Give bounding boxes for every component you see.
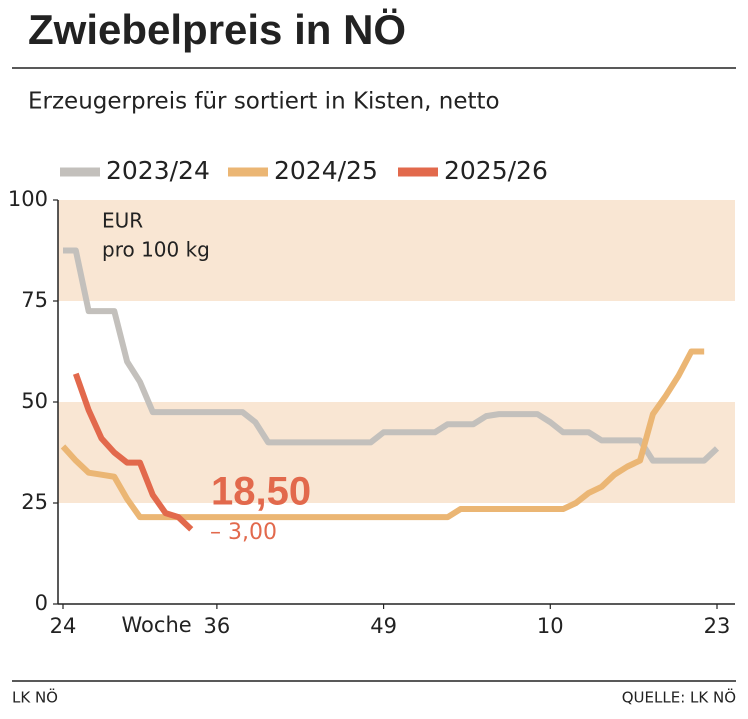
annotation-value: 18,50 bbox=[211, 470, 311, 514]
footer: LK NÖ bbox=[12, 688, 58, 707]
y-tick-label: 50 bbox=[21, 389, 48, 413]
chart-subtitle: Erzeugerpreis für sortiert in Kisten, ne… bbox=[28, 89, 500, 115]
legend-label: 2024/25 bbox=[274, 156, 378, 185]
y-tick-label: 100 bbox=[8, 187, 48, 211]
y-tick-label: 0 bbox=[35, 591, 48, 615]
legend-item: 2025/26 bbox=[398, 156, 548, 185]
x-tick-label: 10 bbox=[537, 614, 564, 638]
x-tick-label: 24 bbox=[50, 614, 77, 638]
series-line bbox=[72, 372, 194, 532]
legend-item: 2023/24 bbox=[60, 156, 210, 185]
chart-title: Zwiebelpreis in NÖ bbox=[28, 6, 406, 53]
plot: 0 25 50 75 100 EUR pro 100 kg 24 36 49 10 23 Woche 20… bbox=[8, 156, 735, 638]
x-tick-label: 49 bbox=[370, 614, 397, 638]
x-tick-label: 36 bbox=[204, 614, 231, 638]
band bbox=[58, 200, 735, 301]
y-unit: EUR bbox=[102, 209, 143, 233]
y-tick-label: 25 bbox=[21, 490, 48, 514]
source: QUELLE: LK NÖ bbox=[622, 688, 736, 707]
y-tick-label: 75 bbox=[21, 288, 48, 312]
legend-label: 2025/26 bbox=[444, 156, 548, 185]
x-axis-label: Woche bbox=[122, 613, 192, 637]
y-unit: pro 100 kg bbox=[102, 238, 210, 262]
x-tick-label: 23 bbox=[704, 614, 731, 638]
band bbox=[58, 402, 735, 503]
series-line bbox=[63, 247, 720, 464]
legend-label: 2023/24 bbox=[106, 156, 210, 185]
legend-item: 2024/25 bbox=[228, 156, 378, 185]
annotation-change: – 3,00 bbox=[210, 520, 277, 545]
